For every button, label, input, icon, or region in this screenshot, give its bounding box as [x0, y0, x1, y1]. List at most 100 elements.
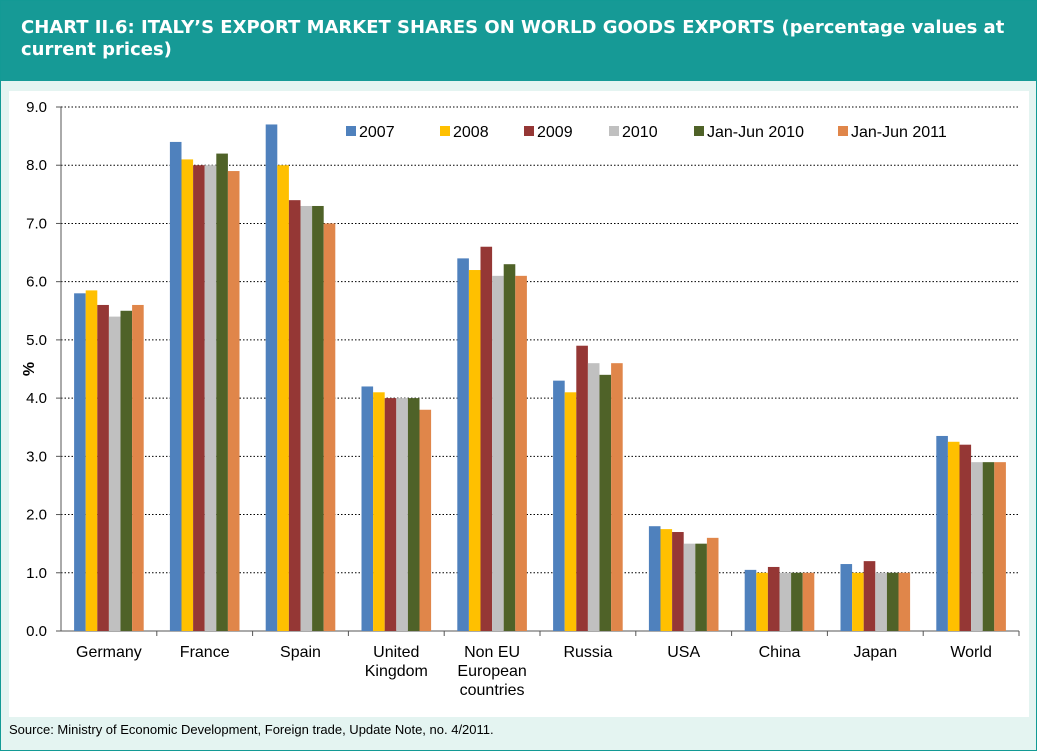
legend-label: Jan-Jun 2010 — [707, 124, 804, 141]
bar — [468, 270, 481, 631]
y-tick-label: 2.0 — [26, 507, 47, 524]
bar — [840, 564, 853, 631]
bar — [576, 345, 588, 631]
bar — [503, 264, 516, 631]
bar — [204, 165, 217, 631]
bar — [407, 398, 420, 631]
bar — [875, 572, 887, 631]
bar — [419, 409, 432, 631]
legend-label: 2009 — [537, 124, 573, 141]
chart-title: CHART II.6: ITALY’S EXPORT MARKET SHARES… — [21, 17, 1005, 60]
bar — [791, 572, 803, 631]
bar — [515, 275, 527, 631]
bar — [744, 569, 757, 631]
x-category-label: Spain — [280, 644, 321, 661]
bar — [120, 310, 133, 631]
bar — [361, 386, 374, 631]
legend-label: 2007 — [359, 124, 395, 141]
legend-swatch — [694, 126, 704, 136]
x-category-label: USA — [667, 644, 700, 661]
y-tick-label: 3.0 — [26, 448, 47, 465]
y-tick-label: 6.0 — [26, 274, 47, 291]
source-note: Source: Ministry of Economic Development… — [9, 722, 494, 737]
y-tick-label: 1.0 — [26, 565, 47, 582]
bar — [564, 392, 577, 631]
bar — [611, 363, 623, 631]
bar — [216, 153, 228, 632]
bar — [756, 572, 768, 631]
bar — [982, 462, 995, 631]
bar — [193, 165, 205, 631]
x-category-label: Kingdom — [365, 663, 428, 680]
chart-header: CHART II.6: ITALY’S EXPORT MARKET SHARES… — [1, 1, 1036, 81]
bar — [706, 537, 719, 631]
bar — [599, 374, 612, 631]
bar — [695, 543, 707, 631]
bar — [852, 572, 864, 631]
bar — [108, 316, 121, 631]
bar — [587, 363, 600, 631]
bar — [660, 529, 673, 631]
bar — [898, 572, 911, 631]
bar — [553, 380, 565, 631]
bar — [480, 246, 493, 631]
x-category-label: European — [457, 663, 526, 680]
bar — [277, 165, 289, 631]
bar — [181, 159, 194, 631]
bar — [959, 444, 972, 631]
legend-swatch — [838, 126, 848, 136]
bar-chart: 0.0 1.0 2.0 3.0 4.0 5.0 6.0 7.0 8.0 9.0% Germany Fr… — [9, 91, 1029, 717]
legend-swatch — [524, 126, 534, 136]
bar — [227, 171, 240, 631]
y-axis-label: % — [21, 362, 38, 376]
bar — [863, 561, 876, 631]
bar — [936, 435, 948, 631]
y-tick-label: 5.0 — [26, 332, 47, 349]
bar — [947, 441, 960, 631]
legend-swatch — [346, 126, 356, 136]
legend-swatch — [440, 126, 450, 136]
y-tick-label: 4.0 — [26, 390, 47, 407]
bar — [672, 532, 684, 631]
bar — [648, 526, 661, 631]
legend-label: 2010 — [622, 124, 658, 141]
bar — [288, 200, 301, 631]
bar — [802, 572, 815, 631]
x-category-label: Russia — [563, 644, 612, 661]
legend-swatch — [609, 126, 619, 136]
bar — [97, 304, 109, 631]
legend-label: 2008 — [453, 124, 489, 141]
bar — [169, 141, 182, 631]
bar — [767, 566, 780, 631]
x-category-label: Non EU — [464, 644, 520, 661]
x-category-label: countries — [460, 682, 525, 699]
bar — [300, 205, 313, 631]
y-tick-label: 8.0 — [26, 157, 47, 174]
bar — [971, 462, 983, 631]
bar — [85, 290, 98, 631]
x-category-label: France — [180, 644, 230, 661]
bar — [312, 205, 324, 631]
bar — [492, 275, 504, 631]
bar — [265, 124, 278, 631]
bar — [323, 223, 336, 631]
x-category-label: China — [759, 644, 801, 661]
x-category-label: Japan — [854, 644, 898, 661]
bar — [779, 572, 792, 631]
bar — [683, 543, 696, 631]
bar — [396, 398, 408, 631]
bar — [886, 572, 899, 631]
y-tick-label: 0.0 — [26, 623, 47, 640]
bar — [132, 304, 144, 631]
bar — [384, 398, 397, 631]
legend-label: Jan-Jun 2011 — [851, 124, 947, 141]
x-category-label: World — [950, 644, 992, 661]
x-category-label: United — [373, 644, 419, 661]
x-category-label: Germany — [76, 644, 142, 661]
y-tick-label: 9.0 — [26, 99, 47, 116]
y-tick-label: 7.0 — [26, 215, 47, 232]
bar — [457, 258, 469, 631]
bar — [994, 462, 1006, 631]
bar — [373, 392, 385, 631]
